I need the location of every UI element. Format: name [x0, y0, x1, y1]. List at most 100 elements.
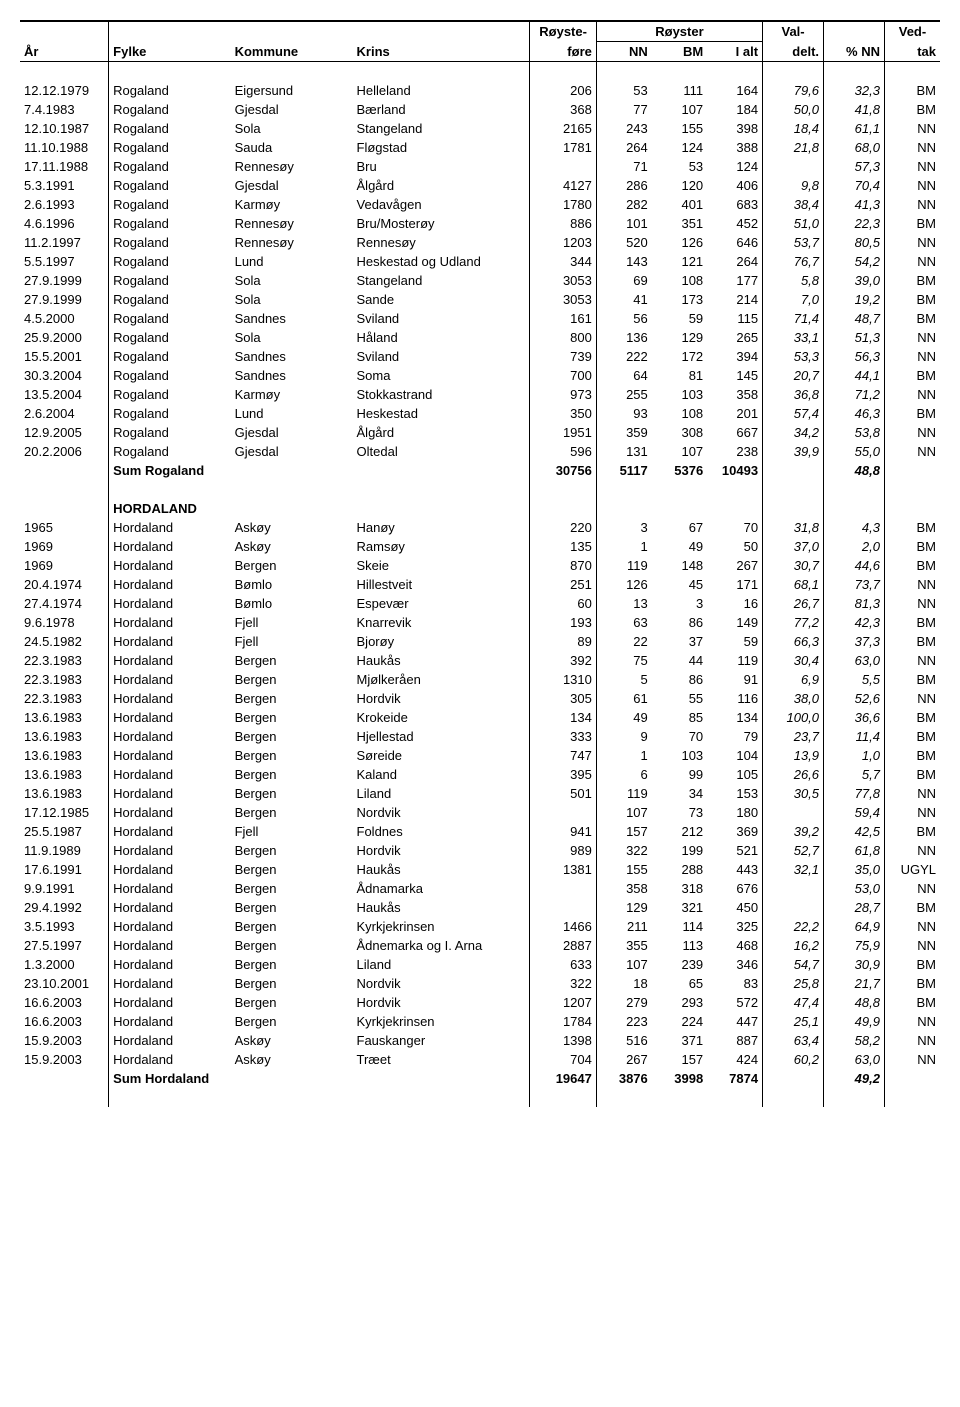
cell-ialt: 572: [707, 993, 762, 1012]
cell-pn: 44,6: [824, 556, 885, 575]
cell-bm: 224: [652, 1012, 707, 1031]
cell-vd: 20,7: [763, 366, 824, 385]
cell-rf: 501: [530, 784, 597, 803]
cell-ialt: 388: [707, 138, 762, 157]
cell-kommune: Bergen: [231, 993, 353, 1012]
cell-rf: 350: [530, 404, 597, 423]
cell-pn: 55,0: [824, 442, 885, 461]
cell-ar: 11.9.1989: [20, 841, 109, 860]
cell-rf: 747: [530, 746, 597, 765]
cell-vd: 23,7: [763, 727, 824, 746]
cell-pn: 5,5: [824, 670, 885, 689]
cell-bm: 199: [652, 841, 707, 860]
cell-vd: [763, 157, 824, 176]
cell-ar: 13.6.1983: [20, 727, 109, 746]
cell-fylke: Hordaland: [109, 917, 231, 936]
cell-nn: 516: [596, 1031, 651, 1050]
cell-vd: 47,4: [763, 993, 824, 1012]
cell-ar: 5.3.1991: [20, 176, 109, 195]
cell-ialt: 452: [707, 214, 762, 233]
cell-nn: 13: [596, 594, 651, 613]
cell-pn: 59,4: [824, 803, 885, 822]
cell-kommune: Bergen: [231, 974, 353, 993]
cell-fylke: Hordaland: [109, 613, 231, 632]
cell-bm: 120: [652, 176, 707, 195]
cell-vt: BM: [884, 404, 940, 423]
cell-fylke: Hordaland: [109, 727, 231, 746]
cell-vd: 30,5: [763, 784, 824, 803]
cell-vt: BM: [884, 290, 940, 309]
cell-ar: 13.5.2004: [20, 385, 109, 404]
cell-ialt: 468: [707, 936, 762, 955]
cell-rf: 870: [530, 556, 597, 575]
cell-vt: NN: [884, 917, 940, 936]
cell-ar: 12.10.1987: [20, 119, 109, 138]
cell-bm: 111: [652, 81, 707, 100]
cell-ialt: 406: [707, 176, 762, 195]
cell-fylke: Hordaland: [109, 879, 231, 898]
cell-rf: 800: [530, 328, 597, 347]
cell-kommune: Bergen: [231, 651, 353, 670]
cell-rf: 704: [530, 1050, 597, 1069]
cell-rf: 973: [530, 385, 597, 404]
cell-vt: NN: [884, 233, 940, 252]
cell-krins: Helleland: [353, 81, 530, 100]
cell-krins: Soma: [353, 366, 530, 385]
table-row: 24.5.1982 Hordaland Fjell Bjorøy 89 22 3…: [20, 632, 940, 651]
cell-ar: 27.9.1999: [20, 271, 109, 290]
cell-ar: 27.5.1997: [20, 936, 109, 955]
cell-bm: 351: [652, 214, 707, 233]
sum-row: Sum Hordaland 19647 3876 3998 7874 49,2: [20, 1069, 940, 1088]
cell-nn: 61: [596, 689, 651, 708]
sum-label: Sum Hordaland: [109, 1069, 231, 1088]
cell-vd: 66,3: [763, 632, 824, 651]
cell-vt: NN: [884, 176, 940, 195]
cell-nn: 63: [596, 613, 651, 632]
table-row: 1969 Hordaland Askøy Ramsøy 135 1 49 50 …: [20, 537, 940, 556]
cell-kommune: Gjesdal: [231, 176, 353, 195]
header-blank: [20, 21, 109, 42]
cell-fylke: Hordaland: [109, 955, 231, 974]
cell-ar: 17.6.1991: [20, 860, 109, 879]
cell-bm: 129: [652, 328, 707, 347]
cell-fylke: Hordaland: [109, 632, 231, 651]
header-fylke: Fylke: [109, 42, 231, 62]
table-row: 9.9.1991 Hordaland Bergen Ådnamarka 358 …: [20, 879, 940, 898]
table-row: 15.5.2001 Rogaland Sandnes Sviland 739 2…: [20, 347, 940, 366]
cell-rf: 1203: [530, 233, 597, 252]
table-header: Røyste- Røyster Val- Ved- År Fylke Kommu…: [20, 21, 940, 62]
cell-vd: 53,7: [763, 233, 824, 252]
cell-fylke: Hordaland: [109, 1031, 231, 1050]
cell-krins: Haukås: [353, 898, 530, 917]
cell-bm: 45: [652, 575, 707, 594]
cell-kommune: Bergen: [231, 803, 353, 822]
cell-ar: 20.2.2006: [20, 442, 109, 461]
table-row: 11.9.1989 Hordaland Bergen Hordvik 989 3…: [20, 841, 940, 860]
cell-rf: 1780: [530, 195, 597, 214]
cell-ar: 2.6.2004: [20, 404, 109, 423]
cell-rf: 89: [530, 632, 597, 651]
cell-krins: Kaland: [353, 765, 530, 784]
cell-rf: 1784: [530, 1012, 597, 1031]
cell-pn: 41,3: [824, 195, 885, 214]
cell-ialt: 83: [707, 974, 762, 993]
cell-pn: 73,7: [824, 575, 885, 594]
cell-fylke: Hordaland: [109, 670, 231, 689]
cell-ialt: 134: [707, 708, 762, 727]
cell-krins: Heskestad og Udland: [353, 252, 530, 271]
cell-ialt: 79: [707, 727, 762, 746]
cell-krins: Ådnamarka: [353, 879, 530, 898]
cell-kommune: Bergen: [231, 955, 353, 974]
cell-krins: Hanøy: [353, 518, 530, 537]
cell-pn: 42,3: [824, 613, 885, 632]
cell-vd: 30,4: [763, 651, 824, 670]
cell-pn: 56,3: [824, 347, 885, 366]
table-row: 13.6.1983 Hordaland Bergen Søreide 747 1…: [20, 746, 940, 765]
cell-pn: 37,3: [824, 632, 885, 651]
cell-bm: 107: [652, 100, 707, 119]
cell-ar: 2.6.1993: [20, 195, 109, 214]
cell-rf: 135: [530, 537, 597, 556]
cell-bm: 173: [652, 290, 707, 309]
cell-rf: 3053: [530, 271, 597, 290]
cell-fylke: Rogaland: [109, 309, 231, 328]
